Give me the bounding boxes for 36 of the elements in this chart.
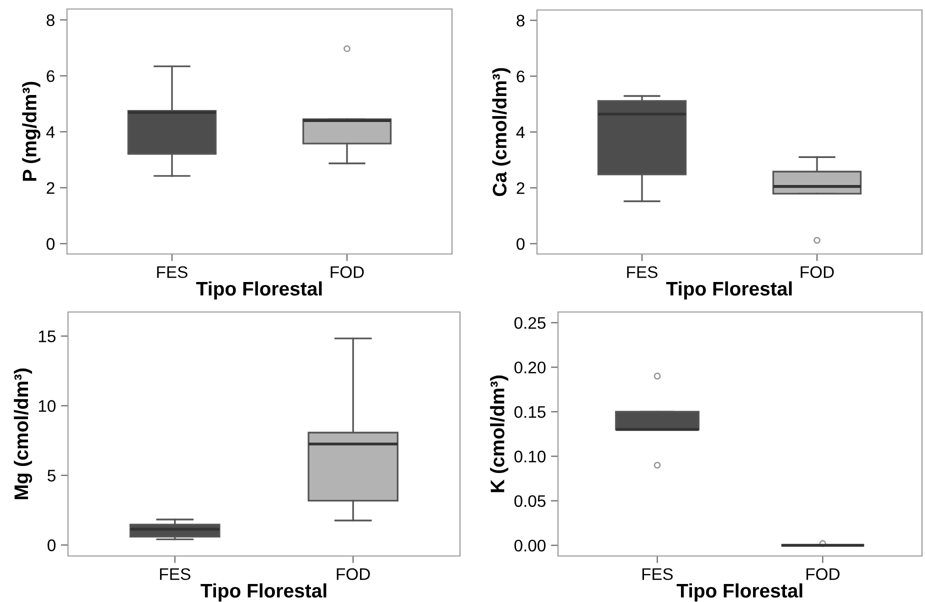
y-tick-label: 0.15 xyxy=(514,406,546,418)
x-tick-label: FOD xyxy=(806,568,840,580)
y-tick-label: 0 xyxy=(516,238,525,250)
y-tick-label: 0 xyxy=(46,238,55,250)
y-axis-title: Mg (cmol/dm³) xyxy=(14,368,32,500)
x-tick-label: FES xyxy=(157,266,188,278)
y-tick-label: 8 xyxy=(516,14,524,27)
y-tick-label: 2 xyxy=(516,182,524,194)
x-axis-title: Tipo Florestal xyxy=(196,281,322,300)
y-axis-title: K (cmol/dm³) xyxy=(490,376,508,492)
x-tick-label: FOD xyxy=(800,266,834,278)
x-tick-label: FES xyxy=(642,568,673,580)
y-tick-label: 0.10 xyxy=(514,450,546,462)
y-tick-label: 0 xyxy=(48,539,56,552)
x-axis-title: Tipo Florestal xyxy=(676,583,802,602)
y-tick-label: 0.25 xyxy=(514,317,546,329)
y-tick-label: 0.20 xyxy=(514,362,546,374)
y-tick-label: 4 xyxy=(516,126,525,138)
y-tick-label: 2 xyxy=(46,182,54,194)
y-tick-label: 6 xyxy=(46,70,54,82)
x-tick-label: FOD xyxy=(330,266,364,278)
y-tick-label: 10 xyxy=(38,400,56,412)
y-tick-label: 0.05 xyxy=(514,495,546,507)
y-tick-label: 4 xyxy=(46,126,55,138)
y-tick-label: 0.00 xyxy=(514,540,546,552)
y-tick-label: 5 xyxy=(48,470,56,482)
x-tick-label: FES xyxy=(627,266,658,278)
y-axis-title: Ca (cmol/dm³) xyxy=(492,68,510,196)
y-tick-label: 8 xyxy=(46,14,54,26)
y-axis-title: P (mg/dm³) xyxy=(22,82,40,181)
y-tick-label: 15 xyxy=(38,330,56,342)
x-axis-title: Tipo Florestal xyxy=(666,281,792,300)
y-tick-label: 6 xyxy=(516,70,524,82)
x-tick-label: FES xyxy=(160,568,190,580)
x-tick-label: FOD xyxy=(336,568,370,580)
x-axis-title: Tipo Florestal xyxy=(200,583,326,602)
